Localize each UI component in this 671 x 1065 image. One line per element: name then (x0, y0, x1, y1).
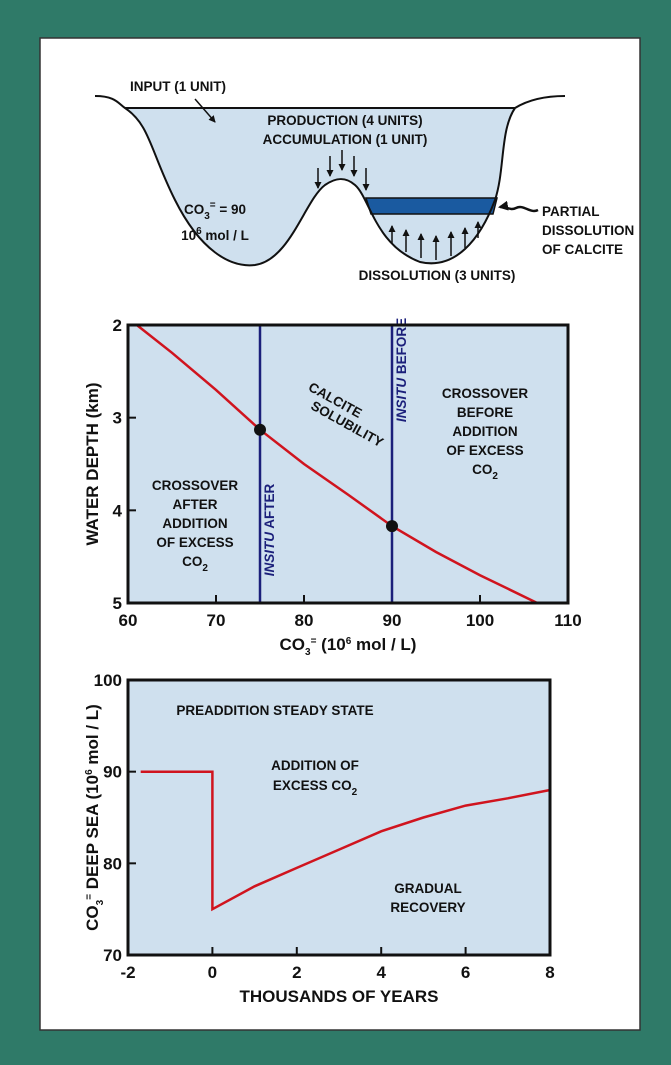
x-tick-label: 110 (554, 611, 581, 630)
text-part: INSITU (262, 531, 277, 577)
x-tick-label: 80 (295, 611, 314, 630)
x-tick-label: -2 (120, 963, 135, 982)
text-part: = (84, 894, 95, 900)
dissolution-label: DISSOLUTION (3 UNITS) (359, 268, 516, 283)
y-tick-label: 100 (94, 671, 122, 690)
text-part: = (311, 636, 317, 647)
basin-outline (94, 95, 566, 267)
input-label: INPUT (1 UNIT) (130, 79, 226, 94)
text-part: = (210, 200, 216, 211)
y-tick-label: 70 (103, 946, 122, 965)
y-tick-label: 90 (103, 763, 122, 782)
text-part: CO (472, 462, 492, 477)
y-axis-label: CO3= DEEP SEA (106 mol / L) (83, 704, 106, 931)
plot-area (128, 680, 550, 955)
annotation: BEFORE (457, 405, 513, 420)
annotation: OF EXCESS (446, 443, 523, 458)
data-line (140, 770, 551, 912)
reference-label: INSITU AFTER (262, 483, 277, 576)
x-tick-label: 60 (119, 611, 138, 630)
y-tick-label: 4 (113, 501, 123, 520)
text-part: = 90 (216, 202, 246, 217)
annotation: CO2 (472, 462, 498, 482)
text-part: 3 (95, 899, 106, 905)
plot-area (128, 325, 568, 603)
input-arrow (194, 98, 216, 123)
x-axis-label: THOUSANDS OF YEARS (240, 987, 439, 1006)
text-part: CO (280, 635, 306, 654)
text-part: AFTER (262, 483, 277, 531)
annotation: OF EXCESS (156, 535, 233, 550)
crossover-point (254, 423, 266, 436)
annotation: CROSSOVER (442, 386, 529, 401)
text-part: 10 (181, 228, 196, 243)
crossover-point (386, 520, 398, 533)
y-axis-label: WATER DEPTH (km) (83, 382, 102, 545)
dissolution-arrows (388, 221, 482, 260)
plot-border (126, 678, 552, 957)
y-tick-label: 2 (113, 316, 122, 335)
production-label: PRODUCTION (4 UNITS) (267, 113, 422, 128)
y-tick-label: 5 (113, 594, 122, 613)
sinking-arrows (314, 150, 370, 191)
annotation: EXCESS CO2 (273, 778, 358, 798)
text-part: (10 (316, 635, 345, 654)
annotation: ADDITION OF (271, 758, 359, 773)
x-tick-label: 100 (466, 611, 494, 630)
accumulation-label: ACCUMULATION (1 UNIT) (263, 132, 428, 147)
x-tick-label: 6 (461, 963, 470, 982)
plot-border (126, 323, 570, 605)
text-part: 6 (196, 226, 202, 237)
text-part: BEFORE (394, 318, 409, 378)
concentration-units: 106 mol / L (181, 226, 249, 243)
text-part: mol / L (202, 228, 249, 243)
annotation: PREADDITION STEADY STATE (176, 703, 373, 718)
x-tick-label: 8 (545, 963, 554, 982)
x-tick-label: 90 (383, 611, 402, 630)
x-tick-label: 0 (208, 963, 217, 982)
annotation: ADDITION (452, 424, 517, 439)
partial-label: OF CALCITE (542, 242, 623, 257)
x-axis-label: CO3= (106 mol / L) (280, 635, 417, 658)
text-part: mol / L) (351, 635, 416, 654)
concentration-label: CO3= = 90 (184, 200, 246, 222)
x-tick-label: 2 (292, 963, 301, 982)
text-part: CO (83, 905, 102, 931)
partial-label: PARTIAL (542, 204, 600, 219)
text-part: EXCESS CO (273, 778, 352, 793)
text-part: 6 (84, 769, 95, 775)
annotation: ADDITION (162, 516, 227, 531)
partial-arrow (498, 200, 539, 213)
text-part: CO (184, 202, 204, 217)
annotation: CO2 (182, 554, 208, 574)
text-part: CO (182, 554, 202, 569)
x-tick-label: 4 (376, 963, 386, 982)
text-part: 3 (204, 211, 210, 222)
text-part: 6 (346, 636, 352, 647)
annotation: AFTER (173, 497, 218, 512)
x-tick-label: 70 (207, 611, 226, 630)
y-tick-label: 3 (113, 409, 122, 428)
annotation: RECOVERY (390, 900, 465, 915)
text-part: 2 (492, 471, 498, 482)
text-part: DEEP SEA (10 (83, 775, 102, 894)
partial-label: DISSOLUTION (542, 223, 634, 238)
annotation: GRADUAL (394, 881, 462, 896)
data-line (136, 324, 538, 605)
reference-label: INSITU BEFORE (394, 318, 409, 422)
text-part: 3 (305, 647, 311, 658)
y-tick-label: 80 (103, 854, 122, 873)
calcite-layer (364, 197, 498, 215)
text-part: INSITU (394, 377, 409, 423)
annotation: CROSSOVER (152, 478, 239, 493)
text-part: 2 (352, 787, 358, 798)
text-part: mol / L) (83, 704, 102, 769)
text-part: 2 (202, 563, 208, 574)
